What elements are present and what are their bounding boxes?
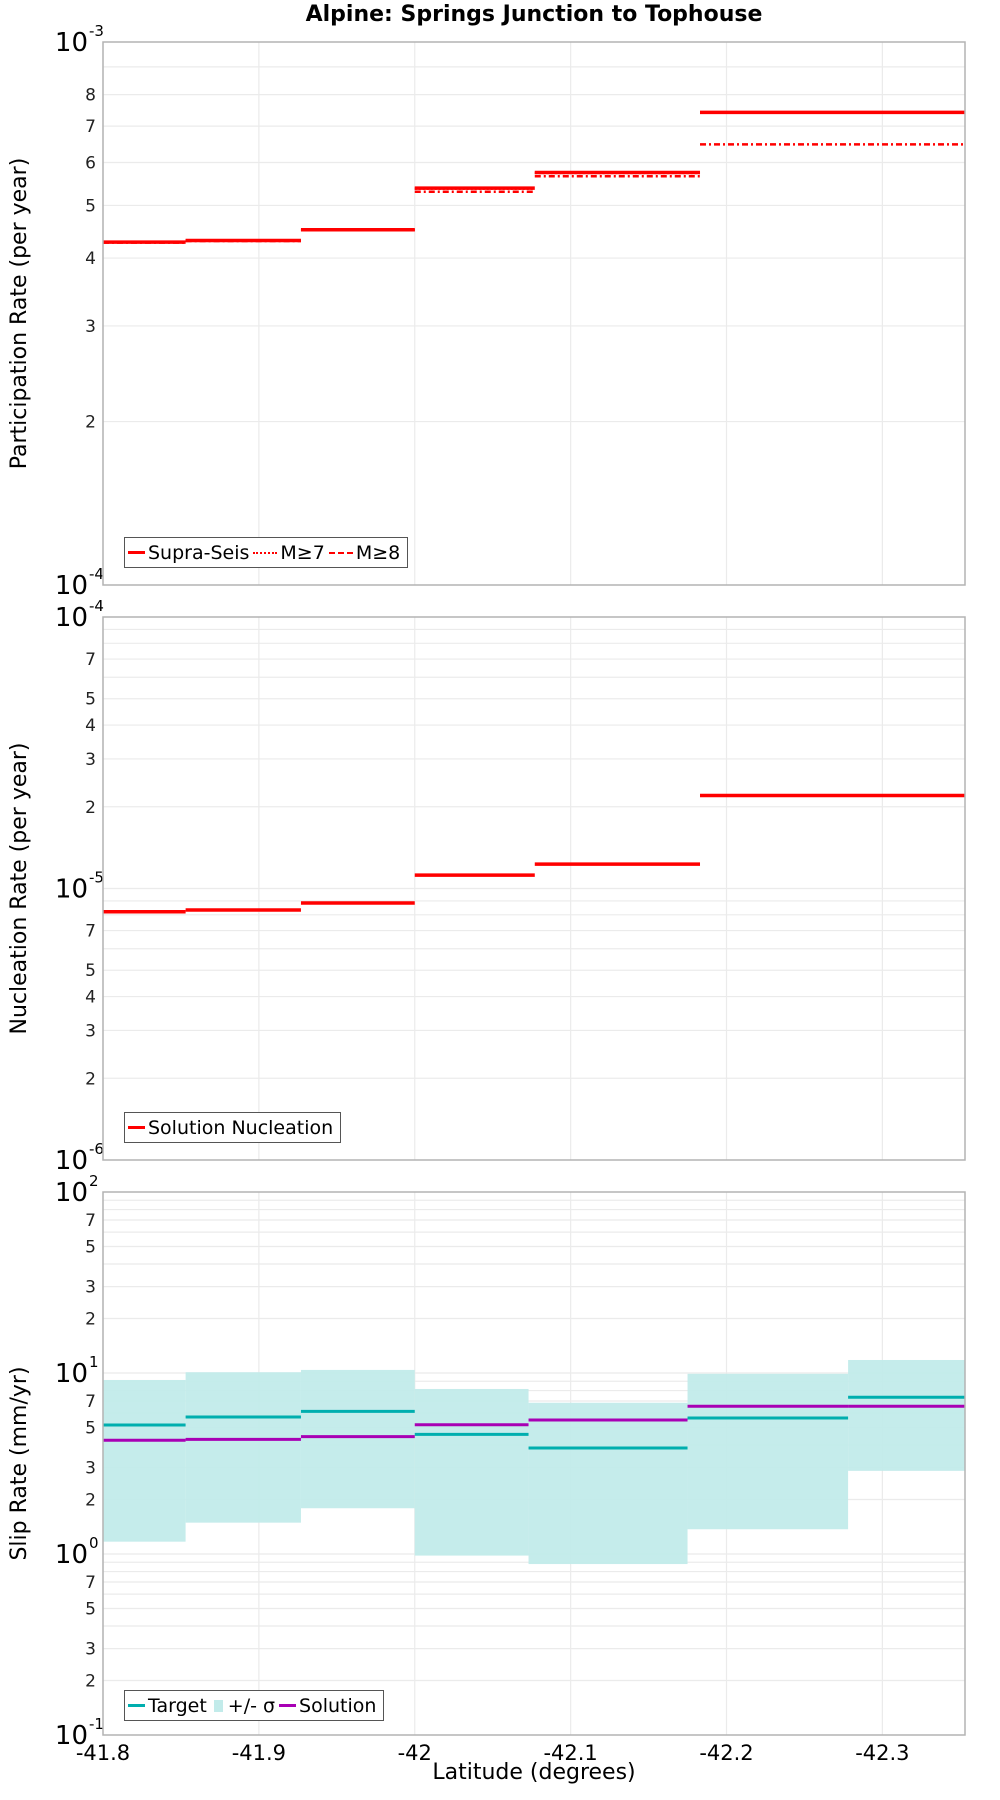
participation-legend: Supra-Seis M≥7 M≥8 — [124, 537, 409, 568]
sigma-band — [103, 1379, 186, 1542]
legend-item-supra-seis: Supra-Seis — [128, 542, 253, 564]
plot-frame — [102, 616, 966, 1161]
y-tick-label: 7 — [85, 1211, 96, 1231]
y-tick-label: 5 — [85, 1599, 96, 1619]
y-tick-label: 2 — [85, 1491, 96, 1511]
y-tick-label: 4 — [85, 716, 96, 736]
sigma-band — [848, 1359, 965, 1471]
y-tick-label: 10 — [55, 1359, 88, 1389]
dashdot-line-icon — [328, 551, 353, 554]
y-tick-label: 10 — [55, 875, 88, 905]
y-tick-label: 10 — [55, 1721, 88, 1751]
sigma-band — [185, 1372, 301, 1523]
legend-item-solution-nucleation: Solution Nucleation — [128, 1117, 337, 1139]
dotted-line-icon — [253, 551, 278, 554]
y-axis-label: Nucleation Rate (per year) — [7, 743, 32, 1035]
sigma-band — [687, 1373, 849, 1530]
y-tick-label: 3 — [85, 1640, 96, 1660]
slip-rate-legend: Target +/- σ Solution — [124, 1690, 385, 1721]
target-line-icon — [128, 1704, 145, 1707]
solid-line-icon — [128, 551, 145, 554]
solution-line-icon — [279, 1704, 297, 1707]
legend-item-sigma: +/- σ — [211, 1695, 279, 1717]
y-axis-label: Slip Rate (mm/yr) — [7, 1366, 32, 1560]
y-tick-label: 10 — [55, 1146, 88, 1176]
x-tick-label: -42.1 — [543, 1741, 597, 1765]
y-tick-label: 5 — [85, 1237, 96, 1257]
y-tick-exponent: -1 — [89, 1715, 104, 1733]
y-tick-label: 10 — [55, 603, 88, 633]
legend-item-m8: M≥8 — [328, 542, 404, 564]
y-tick-label: 8 — [85, 86, 96, 106]
y-tick-exponent: 0 — [89, 1534, 99, 1552]
y-tick-exponent: 1 — [89, 1353, 99, 1371]
y-tick-exponent: -6 — [89, 1140, 104, 1158]
legend-item-solution: Solution — [279, 1695, 380, 1717]
sigma-band — [414, 1388, 529, 1556]
y-tick-exponent: -4 — [89, 597, 104, 615]
x-tick-label: -42.3 — [855, 1741, 909, 1765]
legend-item-m7: M≥7 — [253, 542, 328, 564]
legend-item-target: Target — [128, 1695, 211, 1717]
sigma-band — [528, 1402, 688, 1565]
y-tick-label: 2 — [85, 413, 96, 433]
y-tick-label: 3 — [85, 1021, 96, 1041]
y-tick-label: 5 — [85, 690, 96, 710]
y-tick-label: 6 — [85, 153, 96, 173]
sigma-band — [300, 1369, 415, 1509]
y-tick-label: 5 — [85, 961, 96, 981]
x-tick-label: -42 — [398, 1741, 432, 1765]
y-tick-label: 2 — [85, 1672, 96, 1692]
chart-title: Alpine: Springs Junction to Tophouse — [305, 2, 763, 27]
y-tick-exponent: -4 — [89, 565, 104, 583]
y-tick-exponent: 2 — [89, 1172, 99, 1190]
y-tick-exponent: -5 — [89, 869, 104, 887]
sigma-band-icon — [213, 1699, 223, 1712]
plot-frame — [102, 1191, 966, 1736]
y-tick-label: 2 — [85, 1069, 96, 1089]
y-tick-label: 7 — [85, 1392, 96, 1412]
y-tick-label: 7 — [85, 922, 96, 942]
y-axis-label: Participation Rate (per year) — [7, 158, 32, 470]
y-tick-label: 4 — [85, 249, 96, 269]
y-tick-exponent: -3 — [89, 22, 104, 40]
x-axis-label: Latitude (degrees) — [432, 1760, 636, 1785]
y-tick-label: 7 — [85, 1573, 96, 1593]
nucleation-legend: Solution Nucleation — [124, 1112, 342, 1143]
plot-frame — [102, 41, 966, 586]
y-tick-label: 10 — [55, 28, 88, 58]
x-tick-label: -42.2 — [699, 1741, 753, 1765]
y-tick-label: 4 — [85, 988, 96, 1008]
x-tick-label: -41.8 — [76, 1741, 130, 1765]
y-tick-label: 3 — [85, 750, 96, 770]
y-tick-label: 2 — [85, 1310, 96, 1330]
y-tick-label: 7 — [85, 117, 96, 137]
y-tick-label: 3 — [85, 317, 96, 337]
y-tick-label: 3 — [85, 1459, 96, 1479]
y-tick-label: 10 — [55, 571, 88, 601]
y-tick-label: 5 — [85, 1418, 96, 1438]
y-tick-label: 7 — [85, 650, 96, 670]
x-tick-label: -41.9 — [232, 1741, 286, 1765]
y-tick-label: 2 — [85, 798, 96, 818]
y-tick-label: 3 — [85, 1278, 96, 1298]
y-tick-label: 10 — [55, 1540, 88, 1570]
y-tick-label: 10 — [55, 1178, 88, 1208]
solid-line-icon — [128, 1126, 145, 1129]
y-tick-label: 5 — [85, 196, 96, 216]
